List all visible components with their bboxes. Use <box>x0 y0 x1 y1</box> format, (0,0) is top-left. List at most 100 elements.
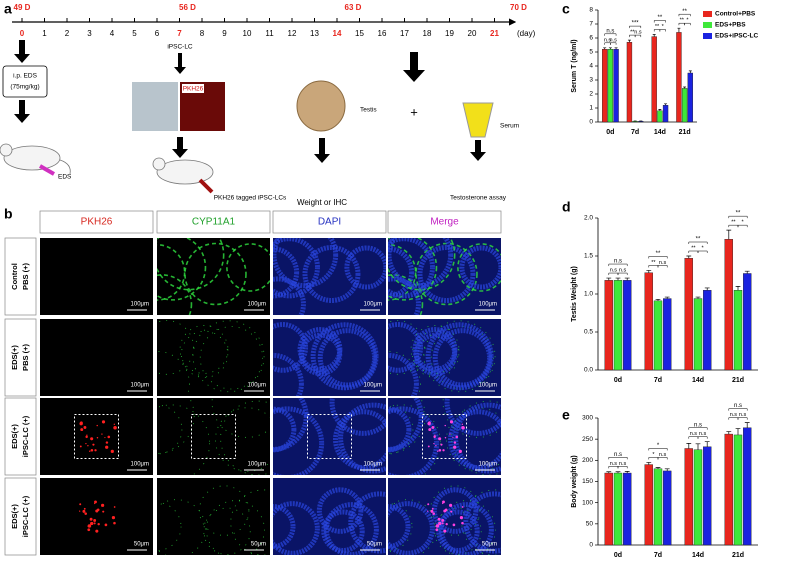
scale-label: 100μm <box>479 302 497 308</box>
tubule <box>273 238 339 289</box>
pkh26-signal <box>442 449 445 452</box>
micrograph-bg <box>157 398 270 475</box>
day-label: 15 <box>355 29 364 38</box>
significance-bracket <box>617 466 628 469</box>
pair-significance: ** <box>731 220 736 226</box>
day-label: 4 <box>110 29 115 38</box>
row-label: PBS (+) <box>21 263 30 290</box>
bar <box>644 272 653 371</box>
pair-significance: * <box>686 18 689 24</box>
y-tick-label: 6 <box>589 35 593 42</box>
x-tick-label: 0d <box>614 377 622 384</box>
bar <box>638 121 644 123</box>
pair-significance: * <box>702 245 705 251</box>
error-bar <box>614 47 618 50</box>
pkh26-signal <box>105 445 109 449</box>
tubule <box>412 327 458 372</box>
tubule <box>388 238 435 299</box>
error-bar <box>652 34 656 37</box>
scale-label: 100μm <box>131 302 149 308</box>
day-label: 7 <box>177 29 182 38</box>
pkh26-signal <box>85 435 88 439</box>
pkh26-signal <box>96 437 99 439</box>
pkh26-signal <box>444 424 446 427</box>
pkh26-signal <box>437 517 441 521</box>
panel-label: e <box>562 407 570 423</box>
bar <box>657 110 663 123</box>
column-header-box <box>39 210 154 234</box>
scale-label: 100μm <box>479 462 497 468</box>
pkh26-signal <box>453 445 457 449</box>
error-bar <box>627 39 631 43</box>
day-label: 6 <box>155 29 160 38</box>
error-bar <box>615 471 621 474</box>
micrograph: 100μm <box>157 238 270 315</box>
legend-label: EDS+iPSC-LC <box>715 33 758 40</box>
y-tick-label: 1.5 <box>584 253 593 260</box>
significance-bracket <box>629 25 642 29</box>
cell-signal <box>206 500 265 555</box>
significance-bracket <box>617 272 628 276</box>
error-bar <box>624 277 630 281</box>
tubule <box>273 238 320 299</box>
y-tick-label: 2 <box>589 91 593 98</box>
pkh26-signal <box>438 521 442 526</box>
micrograph-bg <box>157 238 270 315</box>
pkh26-signal <box>434 434 436 436</box>
y-tick-label: 4 <box>589 63 593 70</box>
micrograph: 100μm <box>40 319 153 396</box>
pkh26-signal <box>443 529 447 533</box>
tubule <box>273 352 304 396</box>
sample-label: Serum <box>500 123 519 130</box>
y-tick-label: 0 <box>589 542 593 549</box>
pkh26-signal <box>428 428 432 432</box>
pkh26-signal <box>427 503 430 506</box>
pkh26-signal <box>90 448 94 452</box>
syringe <box>198 178 214 194</box>
bar <box>644 464 653 546</box>
tubule <box>302 244 361 303</box>
cell-signal <box>226 243 270 292</box>
panel-label: c <box>562 1 570 17</box>
pkh26-signal <box>435 528 439 532</box>
bar <box>681 88 688 123</box>
y-tick-label: 1 <box>589 105 593 112</box>
pkh26-signal <box>452 436 454 439</box>
significance-bracket <box>657 457 668 460</box>
pair-significance: n.s <box>604 37 612 43</box>
cell-signal <box>215 407 270 472</box>
pair-significance: n.s <box>619 461 627 467</box>
pkh26-signal <box>449 420 454 424</box>
zoom-box <box>74 414 119 459</box>
y-tick-label: 100 <box>582 499 593 506</box>
mouse-label: PKH26 tagged iPSC-LCs <box>214 195 287 202</box>
tubule <box>338 402 386 474</box>
micrograph: 100μm <box>388 398 501 475</box>
significance-bracket <box>634 34 642 38</box>
significance-bracket <box>610 42 617 45</box>
pkh26-signal <box>101 433 103 435</box>
pkh26-signal <box>443 509 447 513</box>
x-tick-label: 7d <box>654 552 662 559</box>
x-tick-label: 21d <box>732 377 744 384</box>
column-header-box <box>156 210 271 234</box>
micrograph: 100μm <box>40 238 153 315</box>
significance-bracket <box>688 427 708 430</box>
y-tick-label: 300 <box>582 415 593 422</box>
tubule <box>448 409 501 470</box>
scale-label: 100μm <box>364 462 382 468</box>
mouse-icon <box>152 157 214 185</box>
tubule <box>321 509 365 553</box>
pair-significance: n.s <box>619 267 627 273</box>
pkh26-signal <box>93 522 96 525</box>
error-bar <box>606 277 612 281</box>
tubule <box>273 504 296 550</box>
bar <box>733 290 743 371</box>
pair-significance: n.s <box>610 461 618 467</box>
pair-significance: * <box>662 24 665 30</box>
pkh26-signal <box>111 516 116 520</box>
cell-signal <box>429 485 481 536</box>
scale-label: 100μm <box>131 383 149 389</box>
pkh26-signal <box>452 523 456 527</box>
